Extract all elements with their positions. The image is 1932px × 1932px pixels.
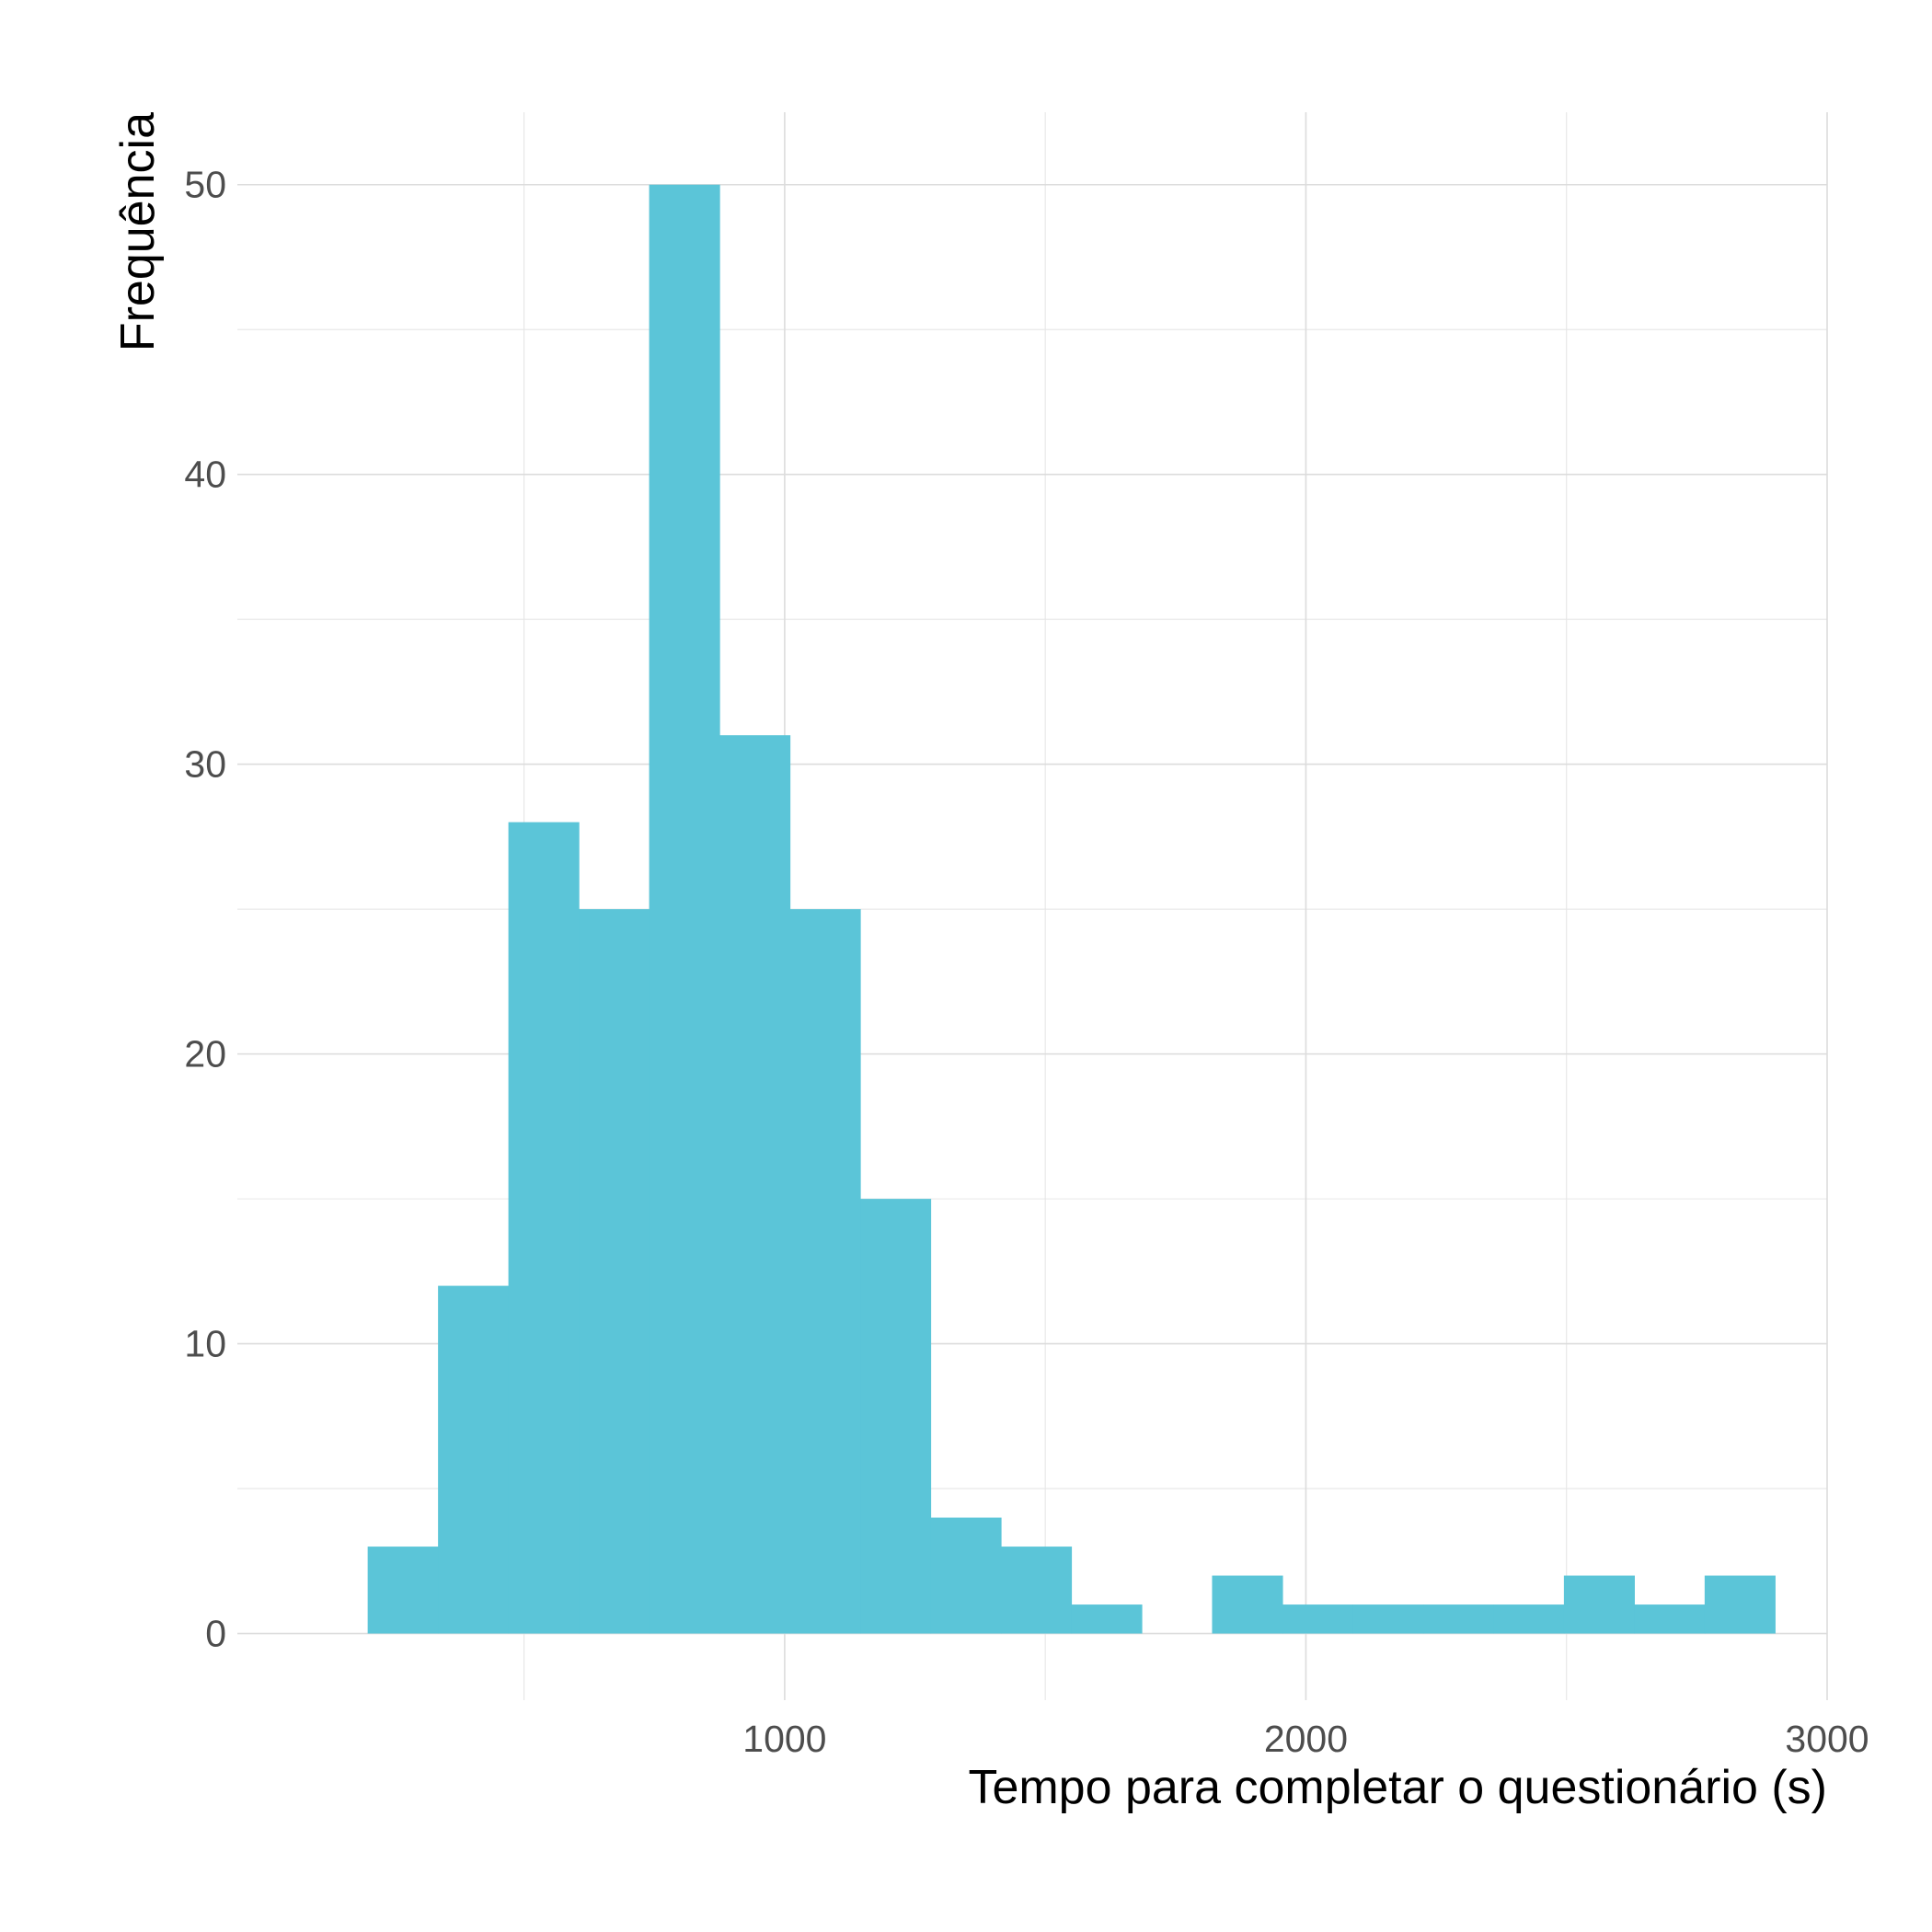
- histogram-bar: [1282, 1604, 1354, 1634]
- histogram-bar: [789, 909, 861, 1634]
- histogram-bar: [719, 735, 791, 1634]
- x-tick-label: 3000: [1785, 1718, 1869, 1760]
- histogram-bar: [367, 1547, 439, 1634]
- histogram-bar: [438, 1285, 510, 1634]
- histogram-bar: [579, 909, 650, 1634]
- y-tick-label: 0: [205, 1613, 226, 1655]
- x-tick-label: 1000: [742, 1718, 826, 1760]
- histogram-bar: [1422, 1604, 1495, 1634]
- histogram-bar: [1634, 1604, 1706, 1634]
- histogram-bar: [1001, 1547, 1073, 1634]
- histogram-bar: [1493, 1604, 1565, 1634]
- x-tick-label: 2000: [1264, 1718, 1348, 1760]
- y-tick-label: 20: [184, 1033, 226, 1075]
- y-tick-label: 10: [184, 1323, 226, 1365]
- histogram-bar: [1563, 1575, 1635, 1634]
- y-tick-label: 40: [184, 454, 226, 496]
- histogram-bar: [508, 822, 580, 1634]
- histogram-bar: [1352, 1604, 1424, 1634]
- tick-labels: 1000 2000 3000 0 10 20 30 40 50: [184, 164, 1869, 1760]
- x-axis-title: Tempo para completar o questionário (s): [968, 1761, 1827, 1814]
- histogram-bar: [649, 184, 720, 1634]
- y-tick-label: 50: [184, 164, 226, 206]
- y-tick-label: 30: [184, 743, 226, 786]
- histogram-bar: [860, 1199, 932, 1634]
- histogram-bar: [930, 1517, 1002, 1634]
- histogram-bar: [1704, 1575, 1776, 1634]
- y-axis-title: Frequência: [111, 112, 165, 351]
- histogram-bars: [367, 184, 1776, 1634]
- histogram-bar: [1212, 1575, 1283, 1634]
- histogram-bar: [1071, 1604, 1143, 1634]
